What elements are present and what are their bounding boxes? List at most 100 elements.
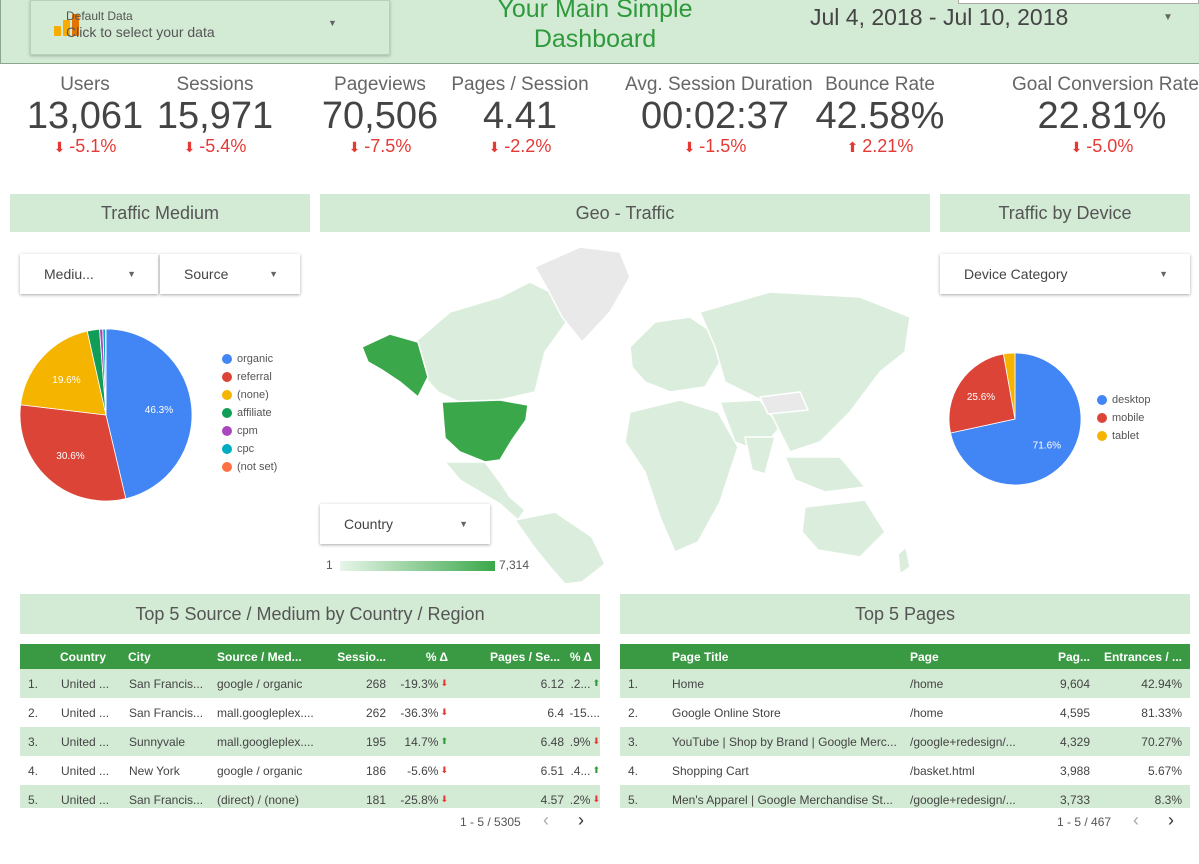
table-row[interactable]: 4. United ... New York google / organic 186-…	[20, 756, 600, 785]
date-range-selector[interactable]: Jul 4, 2018 - Jul 10, 2018	[810, 4, 1069, 30]
arrow-down-icon: ⬇	[592, 794, 600, 804]
table-cell: 6.48	[540, 734, 564, 749]
kpi-delta-value: -2.2%	[504, 136, 552, 156]
legend-label: (none)	[237, 389, 269, 401]
legend-item[interactable]: (none)	[222, 386, 277, 404]
pie-slice-organic[interactable]	[105, 328, 192, 500]
traffic-device-pie-chart[interactable]: 71.6% 25.6%	[948, 352, 1082, 486]
table-cell-delta: -15....	[570, 698, 600, 727]
table-cell-delta: 12.2...⬆	[570, 669, 600, 698]
legend-item[interactable]: (not set)	[222, 458, 277, 476]
arrow-down-icon: ⬇	[440, 678, 448, 688]
legend-item[interactable]: cpc	[222, 440, 277, 458]
table-cell: Sunnyvale	[129, 734, 186, 749]
kpi-label: Users	[60, 74, 110, 95]
table-cell: San Francis...	[129, 676, 204, 691]
india-region	[744, 436, 776, 475]
chevron-down-icon[interactable]: ▼	[328, 18, 337, 28]
asia-region	[698, 291, 911, 453]
legend-item[interactable]: desktop	[1097, 391, 1151, 409]
pie-slice-none[interactable]	[20, 330, 107, 416]
section-traffic-medium: Traffic Medium	[10, 194, 310, 232]
table-cell: (direct) / (none)	[217, 792, 300, 807]
pages-table-pager: 1 - 5 / 467	[1057, 815, 1112, 829]
chevron-left-icon[interactable]: ‹	[543, 810, 549, 830]
kpi-value: 22.81%	[1037, 95, 1167, 137]
kpi-delta: ⬇ -5.1%	[0, 136, 175, 157]
table-cell: 2.	[28, 705, 39, 720]
legend-item[interactable]: referral	[222, 368, 277, 386]
table-row[interactable]: 3. YouTube | Shop by Brand | Google Merc.…	[620, 727, 1190, 756]
section-geo-traffic: Geo - Traffic	[320, 194, 930, 232]
pie-slice-label: 46.3%	[145, 405, 173, 416]
column-header[interactable]: City	[128, 649, 151, 664]
table-cell: 1.	[28, 676, 39, 691]
delta-value: -4.2%	[570, 792, 591, 807]
traffic-medium-pie-chart[interactable]: 46.3% 30.6% 19.6%	[20, 322, 192, 508]
table-cell: google / organic	[217, 676, 303, 691]
table-cell: mall.googleplex....	[217, 705, 314, 720]
table-cell: 3,733	[1059, 792, 1090, 807]
kpi-delta-value: -5.1%	[69, 136, 117, 156]
arrow-down-icon: ⬇	[683, 139, 700, 155]
table-header: Country City Source / Med... Sessio... % Δ Pa…	[20, 644, 600, 669]
pie-slice-desktop[interactable]	[950, 352, 1082, 486]
column-header[interactable]: % Δ	[425, 649, 448, 664]
source-medium-table: Country City Source / Med... Sessio... % Δ Pa…	[20, 644, 600, 808]
table-row[interactable]: 2. Google Online Store/home 4,595 81.33%	[620, 698, 1190, 727]
table-row[interactable]: 5. Men's Apparel | Google Merchandise St.…	[620, 785, 1190, 808]
table-row[interactable]: 1. Home/home 9,604 42.94%	[620, 669, 1190, 698]
table-row[interactable]: 1. United ... San Francis... google / organ…	[20, 669, 600, 698]
chevron-right-icon[interactable]: ›	[578, 810, 584, 830]
table-cell: 6.12	[540, 676, 564, 691]
column-header[interactable]: Pag...	[1057, 649, 1090, 664]
kpi-delta: ⬆ 2.21%	[790, 136, 970, 157]
legend-item[interactable]: affiliate	[222, 404, 277, 422]
data-source-selector[interactable]	[30, 0, 390, 55]
column-header[interactable]: Country	[60, 649, 106, 664]
column-header[interactable]: Pages / Se...	[489, 649, 560, 664]
arrow-down-icon: ⬇	[440, 794, 448, 804]
chevron-down-icon[interactable]: ▼	[1163, 12, 1173, 23]
table-row[interactable]: 5. United ... San Francis... (direct) / (no…	[20, 785, 600, 808]
pie-slice-referral[interactable]	[20, 404, 127, 502]
pie-slice-mobile[interactable]	[948, 353, 1016, 434]
pie-slice-label: 71.6%	[1033, 441, 1061, 452]
table-cell: 9,604	[1059, 676, 1090, 691]
device-category-filter[interactable]: Device Category ▼	[940, 254, 1190, 294]
column-header[interactable]: Source / Med...	[217, 649, 302, 664]
legend-item[interactable]: organic	[222, 350, 277, 368]
source-filter-label: Source	[184, 266, 229, 282]
table-cell: /google+redesign/...	[910, 734, 1016, 749]
table-cell: Men's Apparel | Google Merchandise St...	[672, 792, 893, 807]
table-row[interactable]: 3. United ... Sunnyvale mall.googleplex....…	[20, 727, 600, 756]
legend-label: affiliate	[237, 407, 272, 419]
table-row[interactable]: 2. United ... San Francis... mall.googleple…	[20, 698, 600, 727]
legend-item[interactable]: tablet	[1097, 427, 1151, 445]
delta-value: -36.3%	[400, 705, 439, 720]
column-header[interactable]: % Δ	[569, 649, 592, 664]
canada-region	[414, 281, 571, 408]
geo-traffic-map[interactable]	[320, 242, 930, 584]
legend-item[interactable]: mobile	[1097, 409, 1151, 427]
chevron-right-icon[interactable]: ›	[1168, 810, 1174, 830]
column-header[interactable]: Entrances / ...	[1103, 649, 1182, 664]
country-filter[interactable]: Country ▼	[320, 504, 490, 544]
table-cell-delta: -4.2%⬇	[570, 785, 600, 808]
pie-slice-notset[interactable]	[105, 328, 107, 416]
alaska-region	[361, 333, 429, 399]
table-cell: San Francis...	[129, 792, 204, 807]
kpi-delta-value: -7.5%	[364, 136, 412, 156]
table-row[interactable]: 4. Shopping Cart/basket.html 3,988 5.67%	[620, 756, 1190, 785]
medium-filter[interactable]: Mediu... ▼	[20, 254, 158, 294]
column-header[interactable]: Page Title	[672, 649, 729, 664]
pie-slice-tablet[interactable]	[1002, 352, 1016, 420]
column-header[interactable]: Sessio...	[337, 649, 386, 664]
legend-item[interactable]: cpm	[222, 422, 277, 440]
legend-swatch	[222, 408, 232, 418]
table-cell: 6.51	[540, 763, 564, 778]
chevron-left-icon[interactable]: ‹	[1133, 810, 1139, 830]
arrow-down-icon: ⬇	[440, 707, 448, 717]
source-filter[interactable]: Source ▼	[160, 254, 300, 294]
column-header[interactable]: Page	[910, 649, 939, 664]
